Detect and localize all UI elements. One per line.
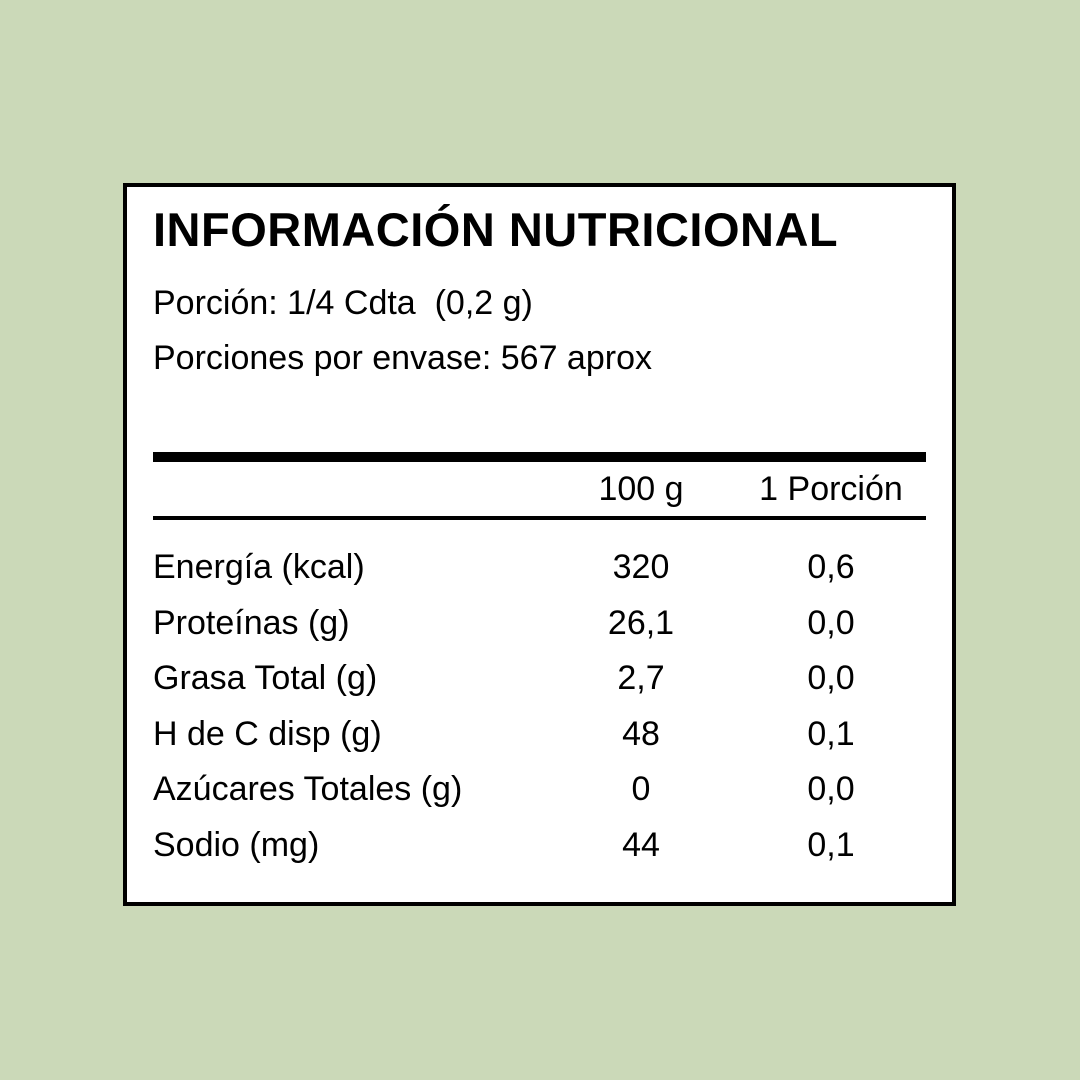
nutrient-name: Proteínas (g) [153, 603, 350, 642]
nutrient-name: Sodio (mg) [153, 825, 320, 864]
value-100g: 48 [622, 714, 660, 753]
table-row-h-de-c-disp: H de C disp (g) 48 0,1 [153, 707, 926, 763]
servings-per-container-line: Porciones por envase: 567 aprox [153, 339, 652, 377]
column-header-100g: 100 g [598, 469, 684, 508]
value-100g: 0 [631, 770, 651, 809]
nutrition-facts-panel: INFORMACIÓN NUTRICIONAL Porción: 1/4 Cdt… [123, 183, 956, 906]
value-portion: 0,6 [807, 548, 855, 587]
value-portion: 0,0 [807, 770, 855, 809]
thin-divider [153, 516, 926, 520]
nutrient-table-body: Energía (kcal) 320 0,6 Proteínas (g) 26,… [153, 540, 926, 873]
value-100g: 26,1 [607, 603, 675, 642]
value-portion: 0,1 [807, 714, 855, 753]
thick-divider [153, 452, 926, 462]
value-100g: 2,7 [617, 659, 665, 698]
table-row-energia: Energía (kcal) 320 0,6 [153, 540, 926, 596]
nutrient-name: Energía (kcal) [153, 548, 365, 587]
nutrient-name: H de C disp (g) [153, 714, 382, 753]
table-row-proteinas: Proteínas (g) 26,1 0,0 [153, 596, 926, 652]
column-header-portion: 1 Porción [759, 469, 903, 508]
value-100g: 44 [622, 825, 660, 864]
nutrient-name: Grasa Total (g) [153, 659, 378, 698]
table-row-azucares-totales: Azúcares Totales (g) 0 0,0 [153, 762, 926, 818]
table-row-sodio: Sodio (mg) 44 0,1 [153, 818, 926, 874]
table-row-grasa-total: Grasa Total (g) 2,7 0,0 [153, 651, 926, 707]
nutrient-name: Azúcares Totales (g) [153, 770, 463, 809]
value-portion: 0,1 [807, 825, 855, 864]
serving-size-line: Porción: 1/4 Cdta (0,2 g) [153, 284, 533, 322]
value-portion: 0,0 [807, 659, 855, 698]
nutrition-title: INFORMACIÓN NUTRICIONAL [153, 203, 839, 256]
value-100g: 320 [612, 548, 670, 587]
value-portion: 0,0 [807, 603, 855, 642]
table-header-row: 100 g 1 Porción [153, 462, 926, 516]
